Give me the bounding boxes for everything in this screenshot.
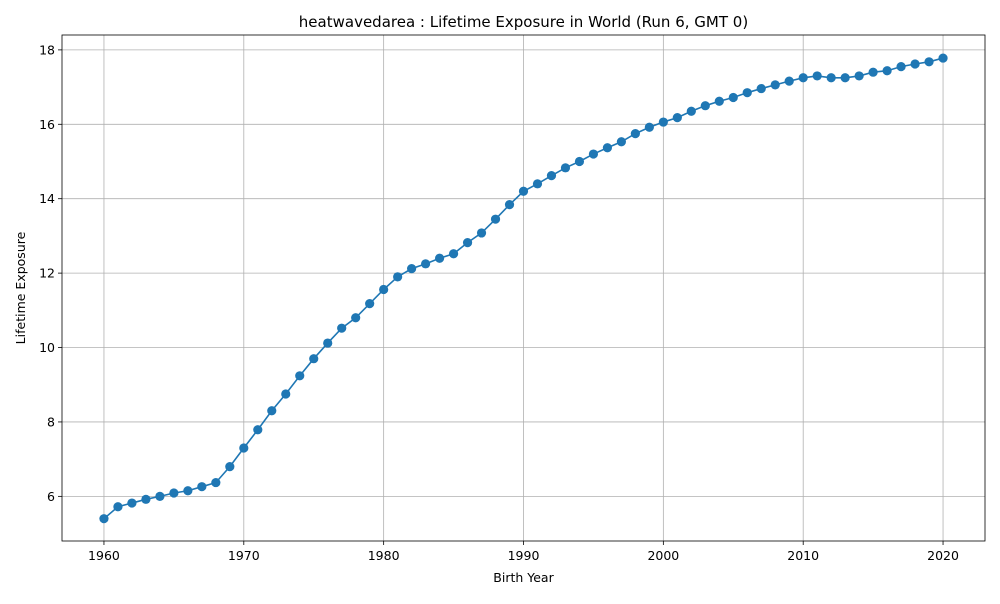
- data-point: [700, 101, 710, 111]
- y-tick-label: 8: [47, 414, 55, 429]
- data-point: [323, 338, 333, 348]
- data-point: [448, 249, 459, 259]
- data-point: [910, 59, 920, 69]
- data-point: [532, 179, 543, 189]
- series-layer: [99, 53, 948, 524]
- data-point: [490, 214, 501, 224]
- x-tick-label: 1960: [88, 548, 120, 563]
- data-point: [155, 491, 165, 501]
- y-tick-label: 10: [39, 340, 55, 355]
- data-point: [141, 494, 151, 504]
- data-point: [127, 498, 137, 508]
- data-point: [337, 323, 347, 333]
- data-point: [896, 62, 906, 72]
- data-point: [630, 128, 640, 139]
- data-point: [812, 71, 822, 81]
- data-point: [211, 477, 221, 488]
- data-point: [518, 186, 529, 196]
- y-tick-label: 18: [39, 42, 55, 57]
- data-point: [113, 502, 123, 512]
- data-point: [351, 313, 361, 323]
- data-point: [476, 228, 487, 238]
- chart-title: heatwavedarea : Lifetime Exposure in Wor…: [299, 13, 748, 31]
- data-point: [99, 514, 109, 524]
- y-tick-label: 12: [39, 266, 55, 281]
- y-tick-label: 16: [39, 117, 55, 132]
- data-point: [756, 83, 766, 94]
- data-point: [938, 53, 948, 63]
- data-point: [309, 354, 319, 364]
- data-point: [504, 200, 515, 210]
- data-point: [295, 371, 305, 381]
- y-axis-label: Lifetime Exposure: [13, 231, 28, 344]
- x-axis-label: Birth Year: [493, 570, 554, 585]
- data-point: [281, 389, 291, 399]
- y-tick-label: 6: [47, 489, 55, 504]
- y-tick-label: 14: [39, 191, 55, 206]
- data-point: [742, 88, 752, 98]
- data-point: [868, 67, 878, 77]
- data-point: [365, 299, 375, 309]
- x-tick-label: 1970: [228, 548, 260, 563]
- data-point: [840, 73, 850, 83]
- data-point: [197, 482, 207, 492]
- data-point: [882, 66, 892, 76]
- x-tick-label: 2000: [647, 548, 679, 563]
- data-point: [546, 171, 557, 181]
- axis-ticks: 1960 1970 1980 1990 2000 2010 2020 6 8 10 12 14 16 18: [39, 42, 959, 563]
- data-point: [560, 163, 571, 173]
- data-point: [798, 73, 808, 83]
- data-point: [854, 71, 864, 81]
- data-point: [574, 156, 585, 167]
- data-point: [686, 106, 696, 116]
- data-point: [225, 461, 235, 472]
- data-point: [644, 122, 654, 132]
- data-point: [169, 488, 179, 498]
- x-tick-label: 1990: [508, 548, 540, 563]
- data-point: [462, 238, 473, 248]
- data-point: [826, 73, 836, 83]
- data-point: [714, 96, 724, 106]
- data-point: [672, 112, 682, 123]
- data-point: [407, 264, 417, 274]
- data-point: [728, 92, 738, 103]
- data-point: [658, 117, 668, 127]
- data-point: [588, 149, 599, 159]
- data-point: [267, 406, 277, 416]
- data-point: [924, 57, 934, 67]
- data-point: [239, 443, 249, 453]
- data-point: [602, 143, 613, 153]
- x-tick-label: 2010: [787, 548, 819, 563]
- data-point: [616, 137, 626, 147]
- x-tick-label: 1980: [368, 548, 400, 563]
- data-point: [784, 76, 794, 86]
- data-point: [770, 80, 780, 90]
- data-point: [253, 425, 263, 435]
- data-point: [393, 272, 403, 282]
- x-tick-label: 2020: [927, 548, 959, 563]
- data-point: [421, 259, 431, 269]
- data-point: [379, 284, 389, 295]
- data-point: [183, 486, 193, 496]
- data-point: [434, 253, 445, 263]
- grid: [62, 35, 985, 541]
